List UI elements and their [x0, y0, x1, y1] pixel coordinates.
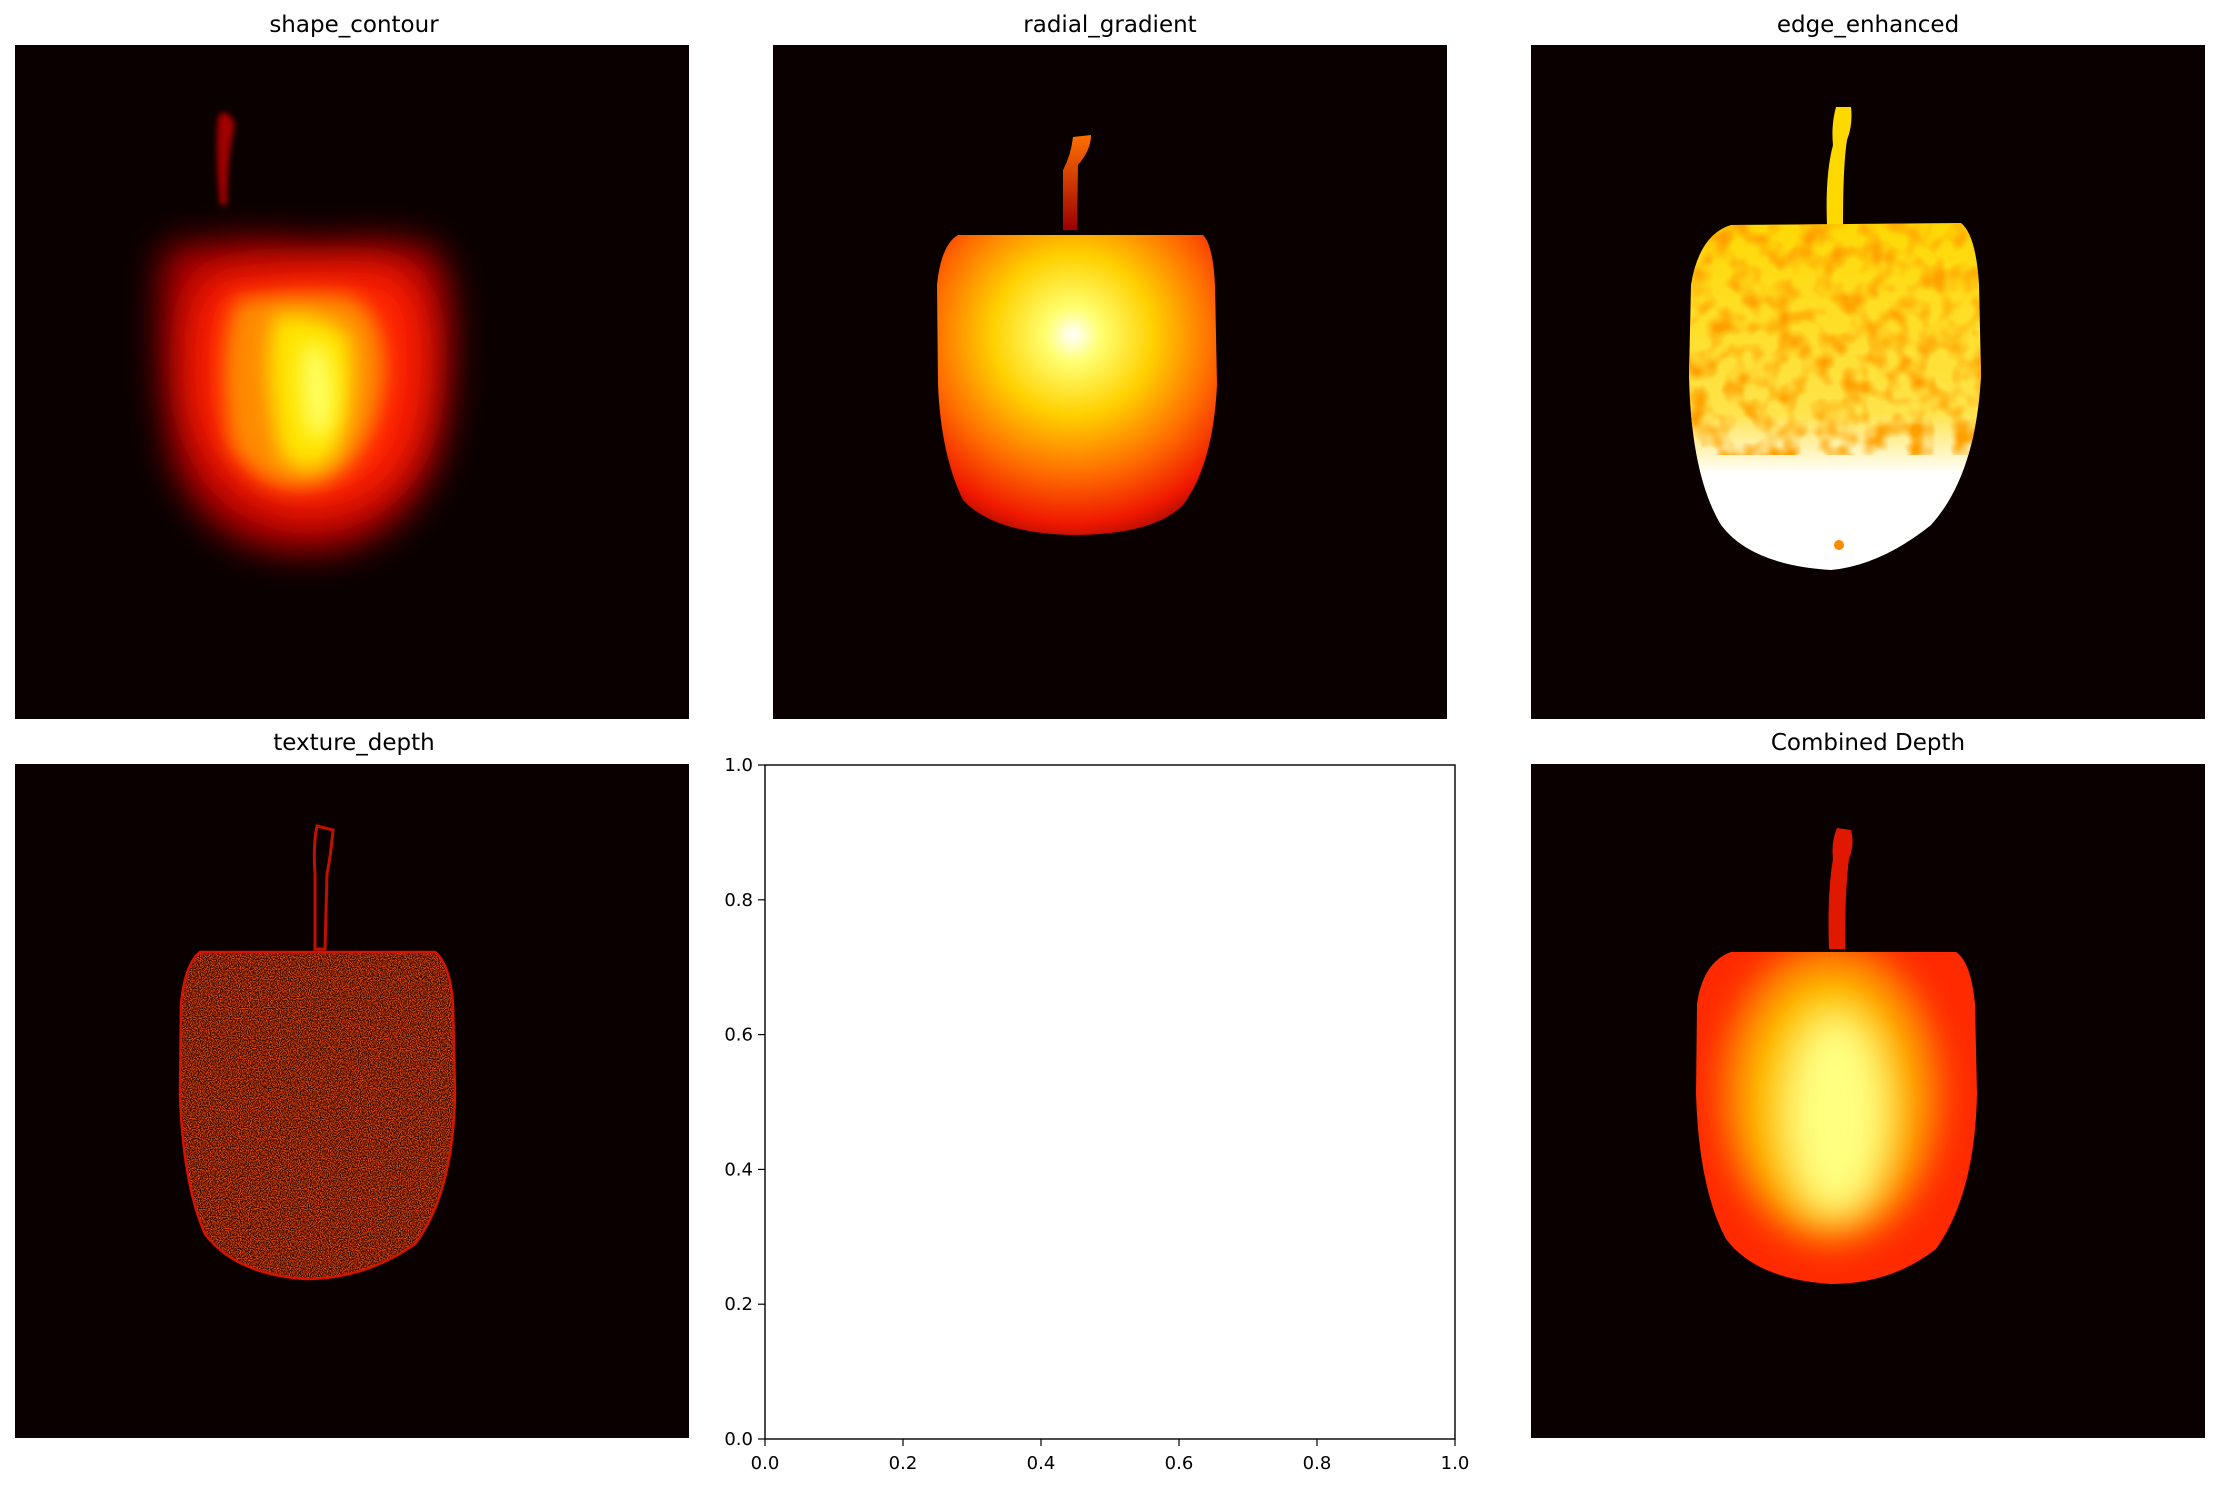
- apple-blurred-shape: [160, 112, 452, 552]
- apple-body-texture: [180, 952, 455, 1279]
- apple-body: [1696, 952, 1977, 1284]
- y-tick-label: 1.0: [724, 755, 753, 776]
- heatmap-shape-contour-svg: [15, 45, 689, 719]
- x-tick-label: 0.4: [1027, 1453, 1056, 1474]
- apple-stem: [1826, 107, 1852, 225]
- y-tick-label: 0.6: [724, 1025, 753, 1046]
- axes-frame: [764, 764, 1456, 1440]
- x-tick-label: 0.2: [889, 1453, 918, 1474]
- panel-title-shape-contour: shape_contour: [269, 12, 439, 38]
- heatmap-combined-depth-svg: [1531, 764, 2205, 1438]
- x-axis-ticks: 0.0 0.2 0.4 0.6 0.8 1.0: [751, 1439, 1470, 1474]
- y-tick-label: 0.0: [724, 1429, 753, 1450]
- heatmap-radial-gradient-svg: [773, 45, 1447, 719]
- heatmap-radial-gradient: [773, 45, 1447, 719]
- y-tick-label: 0.4: [724, 1159, 753, 1180]
- heatmap-texture-depth: [15, 764, 689, 1438]
- x-tick-label: 0.8: [1303, 1453, 1332, 1474]
- x-tick-label: 0.0: [751, 1453, 780, 1474]
- y-axis-ticks: 0.0 0.2 0.4 0.6 0.8 1.0: [724, 755, 765, 1450]
- x-tick-label: 0.6: [1165, 1453, 1194, 1474]
- heatmap-shape-contour: [15, 45, 689, 719]
- apple-outline: [178, 950, 457, 1281]
- y-tick-label: 0.2: [724, 1294, 753, 1315]
- apple-body: [937, 235, 1217, 535]
- apple-stem: [1063, 135, 1091, 230]
- apple-stem: [312, 824, 335, 951]
- y-tick-label: 0.8: [724, 890, 753, 911]
- panel-title-edge-enhanced: edge_enhanced: [1776, 12, 1960, 38]
- heatmap-edge-enhanced-svg: [1531, 45, 2205, 719]
- apple-spot: [1834, 540, 1844, 550]
- panel-title-radial-gradient: radial_gradient: [1023, 12, 1197, 38]
- heatmap-combined-depth: [1531, 764, 2205, 1438]
- apple-stem: [1828, 828, 1853, 949]
- panel-title-combined-depth: Combined Depth: [1770, 730, 1966, 756]
- apple-body: [1689, 223, 1981, 570]
- x-tick-label: 1.0: [1441, 1453, 1470, 1474]
- heatmap-texture-depth-svg: [15, 764, 689, 1438]
- empty-axes: 0.0 0.2 0.4 0.6 0.8 1.0 0.0 0.2 0.4 0.6 0.8 1.0: [724, 755, 1470, 1474]
- panel-title-texture-depth: texture_depth: [273, 730, 435, 756]
- heatmap-edge-enhanced: [1531, 45, 2205, 719]
